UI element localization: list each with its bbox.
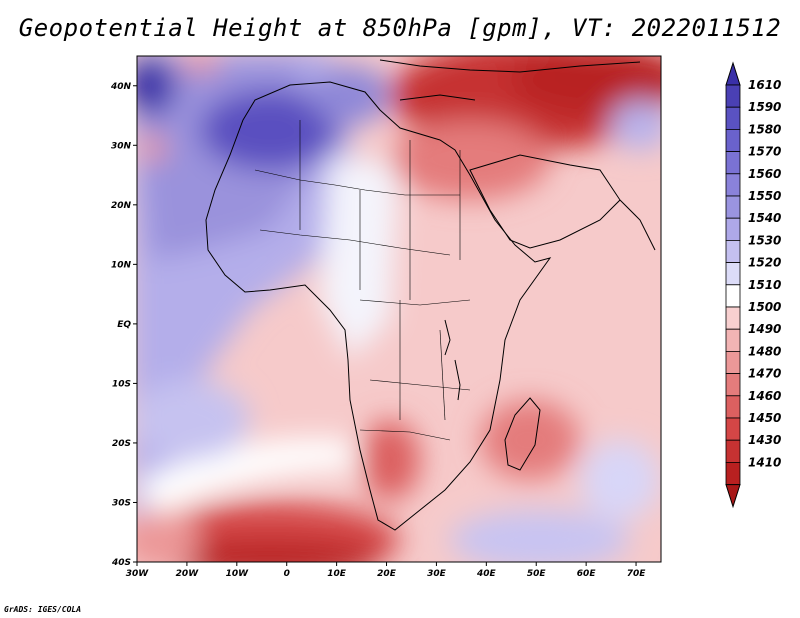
- latitude-tick-label: 30S: [112, 498, 131, 508]
- axis-ticks: [133, 85, 637, 566]
- software-credit: GrADS: IGES/COLA: [4, 605, 82, 614]
- colorbar-swatch: [725, 106, 741, 130]
- colorbar-label: 1510: [748, 278, 781, 292]
- colorbar-swatch: [725, 328, 741, 352]
- country-borders: [254, 120, 471, 441]
- coastlines: [205, 59, 656, 531]
- latitude-tick-label: EQ: [117, 320, 131, 330]
- longitude-tick-label: 60E: [577, 569, 597, 579]
- colorbar-label: 1500: [748, 300, 781, 314]
- longitude-tick-label: 50E: [527, 569, 547, 579]
- colorbar-swatch: [725, 284, 741, 308]
- plot-frame: [136, 55, 662, 563]
- colorbar-swatch: [725, 439, 741, 463]
- colorbar-swatch: [725, 306, 741, 330]
- colorbar-label: 1530: [748, 233, 781, 247]
- latitude-tick-label: 30N: [111, 141, 132, 151]
- longitude-labels: 30W 20W 10W 0 10E 20E 30E 40E 50E 60E 70E: [126, 569, 646, 579]
- colorbar-label: 1410: [748, 455, 781, 469]
- longitude-tick-label: 30W: [126, 569, 150, 579]
- colorbar-swatch: [725, 128, 741, 152]
- longitude-tick-label: 0: [284, 569, 290, 579]
- colorbar-label: 1540: [748, 211, 781, 225]
- colorbar: 1610 1590 1580 1570 1560 1550 1540 1530 1520 1510…: [725, 61, 781, 509]
- colorbar-swatch: [725, 151, 741, 175]
- latitude-tick-label: 10S: [112, 379, 131, 389]
- colorbar-swatch: [725, 84, 741, 108]
- latitude-labels: 40N 30N 20N 10N EQ 10S 20S 30S 40S: [110, 82, 132, 568]
- colorbar-label: 1550: [748, 189, 781, 203]
- colorbar-swatch: [725, 461, 741, 485]
- chart-title: Geopotential Height at 850hPa [gpm], VT:…: [18, 14, 782, 42]
- longitude-tick-label: 40E: [476, 569, 497, 579]
- colorbar-swatch: [725, 350, 741, 374]
- colorbar-label: 1590: [748, 100, 781, 114]
- colorbar-swatch: [725, 217, 741, 241]
- colorbar-label: 1570: [748, 145, 781, 159]
- colorbar-label: 1560: [748, 167, 781, 181]
- colorbar-swatch: [725, 239, 741, 263]
- longitude-tick-label: 30E: [427, 569, 447, 579]
- colorbar-swatch: [725, 417, 741, 441]
- colorbar-label: 1480: [748, 344, 781, 358]
- colorbar-swatch: [725, 173, 741, 197]
- latitude-tick-label: 10N: [111, 260, 132, 270]
- colorbar-swatch: [725, 395, 741, 419]
- colorbar-label: 1450: [748, 411, 781, 425]
- longitude-tick-label: 10E: [327, 569, 347, 579]
- longitude-tick-label: 10W: [226, 569, 250, 579]
- latitude-tick-label: 40N: [110, 82, 132, 92]
- colorbar-top-arrow: [725, 61, 741, 86]
- colorbar-label: 1580: [748, 122, 781, 136]
- longitude-tick-label: 20E: [377, 569, 397, 579]
- colorbar-swatch: [725, 262, 741, 286]
- colorbar-label: 1430: [748, 433, 781, 447]
- colorbar-swatch: [725, 195, 741, 219]
- colorbar-label: 1470: [748, 367, 781, 381]
- latitude-tick-label: 40S: [111, 558, 131, 568]
- geopotential-field: [137, 56, 661, 562]
- longitude-tick-label: 20W: [176, 569, 200, 579]
- latitude-tick-label: 20N: [111, 201, 132, 211]
- colorbar-label: 1610: [748, 78, 781, 92]
- colorbar-label: 1490: [748, 322, 781, 336]
- longitude-tick-label: 70E: [627, 569, 647, 579]
- colorbar-swatch: [725, 373, 741, 397]
- colorbar-label: 1460: [748, 389, 781, 403]
- colorbar-bottom-arrow: [725, 484, 741, 509]
- latitude-tick-label: 20S: [112, 439, 131, 449]
- colorbar-label: 1520: [748, 256, 781, 270]
